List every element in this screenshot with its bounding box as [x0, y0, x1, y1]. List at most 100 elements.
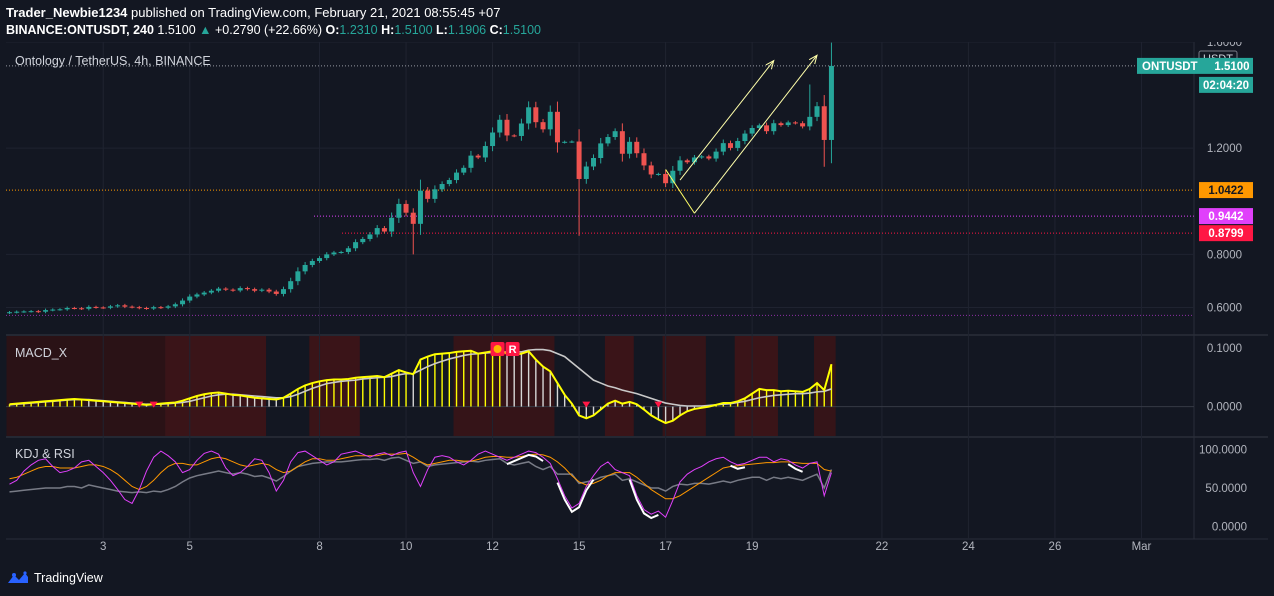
candle-body[interactable]: [230, 289, 236, 291]
candle-body[interactable]: [410, 212, 416, 224]
candle-body[interactable]: [764, 125, 770, 132]
candle-body[interactable]: [50, 309, 56, 311]
candle-body[interactable]: [446, 180, 452, 185]
candle-body[interactable]: [482, 146, 488, 158]
candle-body[interactable]: [288, 281, 294, 290]
candle-body[interactable]: [576, 141, 582, 179]
candle-body[interactable]: [345, 248, 351, 252]
candle-body[interactable]: [425, 190, 431, 199]
candle-body[interactable]: [216, 288, 222, 291]
candle-body[interactable]: [828, 65, 834, 140]
candle-body[interactable]: [475, 155, 481, 158]
candle-body[interactable]: [461, 167, 467, 173]
price-axis[interactable]: 1.0422 0.9442 0.8799 0.6000 0.8000 1.2000 1.60…: [1137, 37, 1253, 533]
candle-body[interactable]: [122, 305, 128, 307]
candle-body[interactable]: [518, 123, 524, 136]
candle-body[interactable]: [670, 170, 676, 184]
candle-body[interactable]: [713, 151, 719, 159]
candle-body[interactable]: [583, 166, 589, 179]
candle-body[interactable]: [591, 158, 597, 167]
candle-body[interactable]: [79, 308, 85, 310]
candle-body[interactable]: [71, 307, 77, 309]
candle-body[interactable]: [28, 311, 34, 313]
candle-body[interactable]: [396, 203, 402, 218]
j-line-segment[interactable]: [506, 453, 544, 466]
candle-body[interactable]: [720, 143, 726, 152]
k-line[interactable]: [9, 450, 832, 519]
candle-body[interactable]: [21, 311, 27, 313]
d-line[interactable]: [9, 452, 832, 500]
candle-body[interactable]: [619, 131, 625, 154]
candle-body[interactable]: [136, 307, 142, 309]
candle-body[interactable]: [7, 312, 12, 314]
candle-body[interactable]: [403, 203, 409, 213]
candle-body[interactable]: [100, 307, 106, 309]
j-line-segment[interactable]: [556, 478, 595, 514]
candle-body[interactable]: [800, 123, 806, 127]
candle-body[interactable]: [511, 135, 517, 137]
candle-body[interactable]: [728, 143, 733, 148]
candle-body[interactable]: [771, 123, 777, 132]
candle-body[interactable]: [684, 160, 690, 163]
candle-body[interactable]: [223, 288, 229, 290]
footer-brand[interactable]: TradingView: [34, 571, 103, 585]
candle-body[interactable]: [389, 217, 395, 232]
price-pane[interactable]: Ontology / TetherUS, 4h, BINANCE: [6, 42, 1194, 316]
candle-body[interactable]: [598, 143, 604, 159]
candle-body[interactable]: [612, 131, 618, 138]
candle-body[interactable]: [353, 242, 359, 249]
candle-body[interactable]: [439, 184, 445, 190]
candle-body[interactable]: [107, 306, 113, 308]
candle-body[interactable]: [533, 107, 539, 123]
candle-body[interactable]: [187, 296, 193, 301]
candle-body[interactable]: [785, 122, 791, 126]
candle-body[interactable]: [194, 294, 200, 297]
candle-body[interactable]: [201, 292, 207, 295]
candle-body[interactable]: [792, 122, 798, 124]
candle-body[interactable]: [259, 289, 265, 291]
candle-body[interactable]: [151, 307, 157, 309]
candle-body[interactable]: [331, 252, 337, 255]
candle-body[interactable]: [165, 306, 171, 308]
candle-body[interactable]: [143, 307, 149, 309]
chart-svg[interactable]: Ontology / TetherUS, 4h, BINANCE MACD_X …: [6, 37, 1268, 560]
candle-body[interactable]: [540, 122, 546, 130]
kdj-pane[interactable]: KDJ & RSI: [9, 447, 833, 520]
candle-body[interactable]: [172, 304, 178, 307]
chart-area[interactable]: Ontology / TetherUS, 4h, BINANCE MACD_X …: [6, 37, 1268, 560]
candle-body[interactable]: [627, 141, 633, 154]
candle-body[interactable]: [324, 254, 330, 259]
candle-body[interactable]: [115, 305, 121, 307]
candle-body[interactable]: [742, 133, 748, 142]
candle-body[interactable]: [417, 190, 423, 224]
candle-body[interactable]: [432, 189, 438, 199]
candle-body[interactable]: [57, 309, 63, 311]
candle-body[interactable]: [64, 307, 70, 310]
candle-body[interactable]: [699, 156, 705, 158]
candle-body[interactable]: [158, 307, 164, 309]
candle-body[interactable]: [554, 111, 560, 143]
candle-body[interactable]: [14, 311, 20, 313]
author-name[interactable]: Trader_Newbie1234: [6, 5, 128, 20]
candle-body[interactable]: [35, 311, 41, 313]
tradingview-logo-icon[interactable]: [6, 571, 30, 585]
rising-trend-arrow[interactable]: [679, 60, 775, 181]
candle-body[interactable]: [778, 123, 784, 126]
candle-body[interactable]: [569, 141, 575, 143]
candle-body[interactable]: [454, 172, 460, 181]
candle-body[interactable]: [360, 238, 366, 243]
candle-body[interactable]: [295, 271, 301, 282]
candle-body[interactable]: [497, 119, 503, 133]
j-line-segment[interactable]: [787, 463, 803, 473]
time-axis[interactable]: 3 5 8 10 12 15 17 19 22 24 26 Mar: [100, 541, 1152, 553]
candle-body[interactable]: [367, 234, 373, 239]
candle-body[interactable]: [252, 289, 258, 291]
macd-line[interactable]: [9, 349, 833, 425]
candle-body[interactable]: [663, 173, 669, 184]
candle-body[interactable]: [735, 141, 741, 148]
candle-body[interactable]: [180, 300, 186, 305]
candle-body[interactable]: [266, 289, 272, 292]
candle-body[interactable]: [634, 141, 640, 154]
j-line-segment[interactable]: [628, 479, 659, 520]
candle-body[interactable]: [526, 107, 532, 124]
